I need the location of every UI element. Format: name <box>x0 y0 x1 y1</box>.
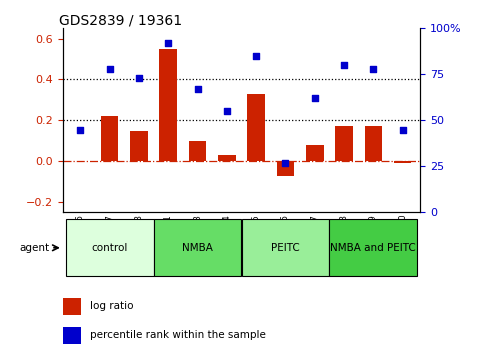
Text: GDS2839 / 19361: GDS2839 / 19361 <box>59 13 183 27</box>
Point <box>135 75 143 81</box>
Bar <box>329 219 417 276</box>
Bar <box>218 155 236 161</box>
Bar <box>66 219 154 276</box>
Point <box>194 86 201 92</box>
Point <box>223 108 231 114</box>
Bar <box>159 49 177 161</box>
Point <box>76 127 84 132</box>
Point <box>282 160 289 166</box>
Bar <box>335 126 353 161</box>
Bar <box>247 94 265 161</box>
Bar <box>242 219 329 276</box>
Bar <box>394 161 412 163</box>
Point <box>340 62 348 68</box>
Bar <box>189 141 206 161</box>
Point <box>106 66 114 72</box>
Point <box>399 127 407 132</box>
Text: agent: agent <box>19 243 50 253</box>
Bar <box>101 116 118 161</box>
Bar <box>154 219 242 276</box>
Point <box>164 40 172 46</box>
Text: NMBA: NMBA <box>182 243 213 253</box>
Text: NMBA and PEITC: NMBA and PEITC <box>330 243 416 253</box>
Bar <box>365 126 382 161</box>
Point <box>252 53 260 59</box>
Point <box>311 96 319 101</box>
Text: control: control <box>91 243 128 253</box>
Text: percentile rank within the sample: percentile rank within the sample <box>90 330 266 340</box>
Bar <box>63 298 81 315</box>
Bar <box>306 145 324 161</box>
Bar <box>277 161 294 176</box>
Point <box>369 66 377 72</box>
Bar <box>63 326 81 344</box>
Bar <box>130 131 148 161</box>
Text: PEITC: PEITC <box>271 243 300 253</box>
Text: log ratio: log ratio <box>90 302 133 312</box>
